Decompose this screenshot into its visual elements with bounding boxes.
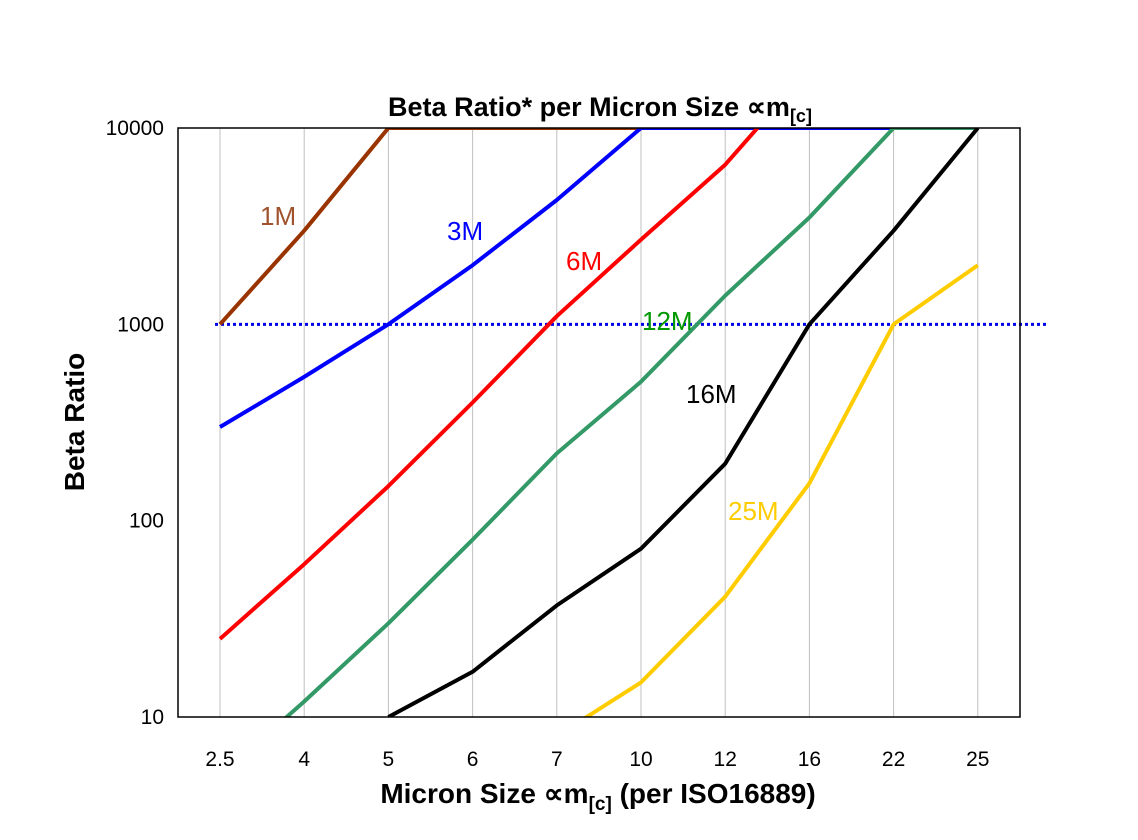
x-tick-label: 16 (798, 748, 821, 771)
x-tick-label: 6 (467, 748, 479, 771)
x-tick-label: 2.5 (205, 748, 234, 771)
x-tick-labels: 2.5 4 5 6 7 10 12 16 22 25 (205, 748, 989, 771)
series-label-25M: 25M (728, 496, 779, 526)
series-lines (218, 128, 980, 717)
x-tick-label: 22 (882, 748, 905, 771)
y-axis-title: Beta Ratio (59, 353, 90, 491)
series-line-25M (582, 263, 979, 717)
y-tick-label: 10 (141, 706, 164, 729)
series-label-16M: 16M (686, 379, 737, 409)
series-label-3M: 3M (447, 216, 483, 246)
x-tick-label: 5 (383, 748, 395, 771)
y-tick-labels: 10 100 1000 10000 (106, 117, 164, 729)
x-tick-label: 12 (714, 748, 737, 771)
y-tick-label: 100 (129, 510, 164, 533)
y-tick-label: 1000 (117, 313, 164, 336)
x-tick-label: 10 (629, 748, 652, 771)
series-label-12M: 12M (642, 306, 693, 336)
chart-title: Beta Ratio* per Micron Size ∝m[c] (388, 92, 812, 126)
series-line-3M (218, 128, 978, 429)
gridlines (219, 128, 979, 717)
series-line-16M (387, 128, 980, 717)
x-axis-title: Micron Size ∝m[c] (per ISO16889) (380, 778, 815, 815)
x-tick-label: 4 (298, 748, 310, 771)
series-label-6M: 6M (566, 246, 602, 276)
series-line-6M (218, 128, 761, 641)
series-labels: 1M 3M 6M 12M 16M 25M (260, 201, 779, 526)
series-label-1M: 1M (260, 201, 296, 231)
plot-area-border (177, 127, 1021, 718)
series-line-1M (218, 128, 978, 326)
y-tick-label: 10000 (106, 117, 164, 140)
series-line-12M (283, 128, 978, 717)
x-tick-label: 7 (551, 748, 563, 771)
x-tick-label: 25 (966, 748, 989, 771)
